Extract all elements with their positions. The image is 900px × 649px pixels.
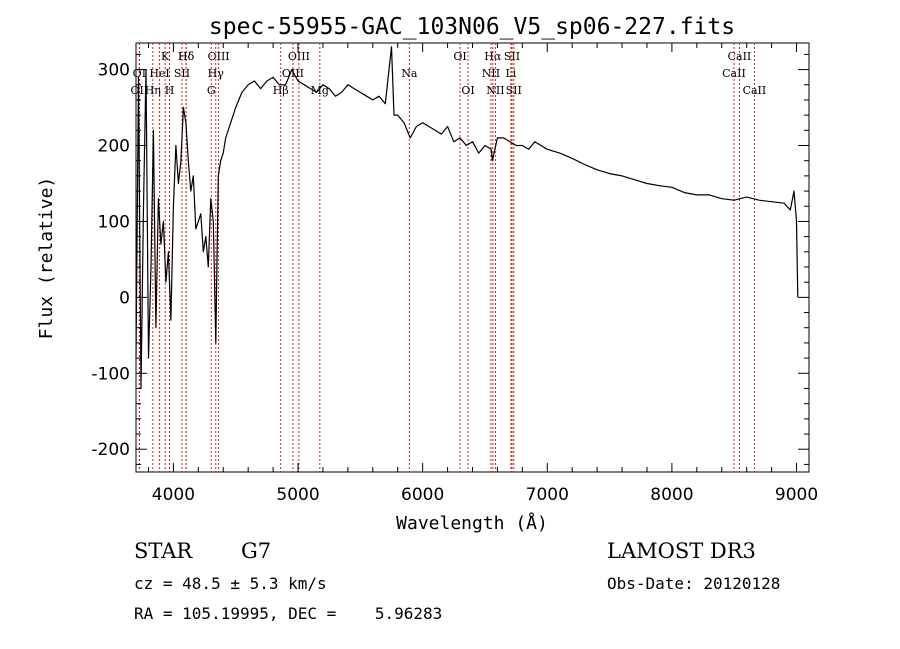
y-tick-label: 0: [119, 288, 130, 308]
x-tick-label: 8000: [650, 485, 693, 505]
marker-label: Hδ: [178, 50, 195, 63]
survey-name: LAMOST DR3: [607, 539, 756, 563]
x-axis-label: Wavelength (Å): [396, 512, 548, 534]
axis-ticks: 4000 5000 6000 7000 8000 9000 -200 -100 0 100 200 3…: [91, 43, 818, 505]
marker-label: NII: [486, 84, 504, 97]
marker-label: OIII: [208, 50, 230, 63]
marker-label: Hα: [484, 50, 502, 63]
marker-label: OIII: [282, 67, 304, 80]
x-tick-label: 7000: [526, 485, 569, 505]
marker-label: Hγ: [208, 67, 225, 80]
marker-label: H: [165, 84, 175, 97]
obs-date: Obs-Date: 20120128: [607, 574, 781, 593]
marker-label: HeI: [149, 67, 169, 80]
series-group: [135, 46, 799, 390]
y-axis-label: Flux (relative): [36, 177, 57, 340]
marker-label: Mg: [311, 84, 329, 97]
x-tick-label: 6000: [401, 485, 444, 505]
marker-label: Na: [401, 67, 418, 80]
marker-label: NII: [482, 67, 500, 80]
y-tick-label: 100: [98, 212, 130, 232]
marker-label: OII: [131, 84, 149, 97]
marker-label: CaII: [722, 67, 746, 80]
marker-label: OIII: [288, 50, 310, 63]
marker-label: Hη: [145, 84, 161, 97]
marker-label: G: [207, 84, 216, 97]
x-tick-label: 4000: [152, 485, 195, 505]
y-tick-label: -200: [91, 440, 130, 460]
y-tick-label: -100: [91, 364, 130, 384]
y-tick-label: 300: [98, 61, 130, 81]
marker-label: SII: [174, 67, 190, 80]
marker-label: SII: [504, 50, 520, 63]
series-line: [135, 46, 799, 390]
coordinates: RA = 105.19995, DEC = 5.96283: [134, 604, 443, 623]
marker-label: CaII: [728, 50, 752, 63]
subclass: G7: [241, 539, 272, 563]
y-tick-label: 200: [98, 137, 130, 157]
redshift: cz = 48.5 ± 5.3 km/s: [134, 574, 327, 593]
chart-title: spec-55955-GAC_103N06_V5_sp06-227.fits: [209, 14, 735, 40]
object-class: STAR: [134, 539, 193, 563]
plot-frame: [135, 42, 810, 473]
marker-label: Li: [505, 67, 516, 80]
marker-label: K: [161, 50, 170, 63]
marker-label: Hβ: [273, 84, 289, 97]
marker-label: CaII: [743, 84, 767, 97]
x-tick-label: 9000: [775, 485, 818, 505]
marker-label: OI: [453, 50, 466, 63]
marker-label: OI: [133, 67, 146, 80]
x-tick-label: 5000: [276, 485, 319, 505]
marker-label: SII: [506, 84, 522, 97]
marker-label: OI: [461, 84, 474, 97]
